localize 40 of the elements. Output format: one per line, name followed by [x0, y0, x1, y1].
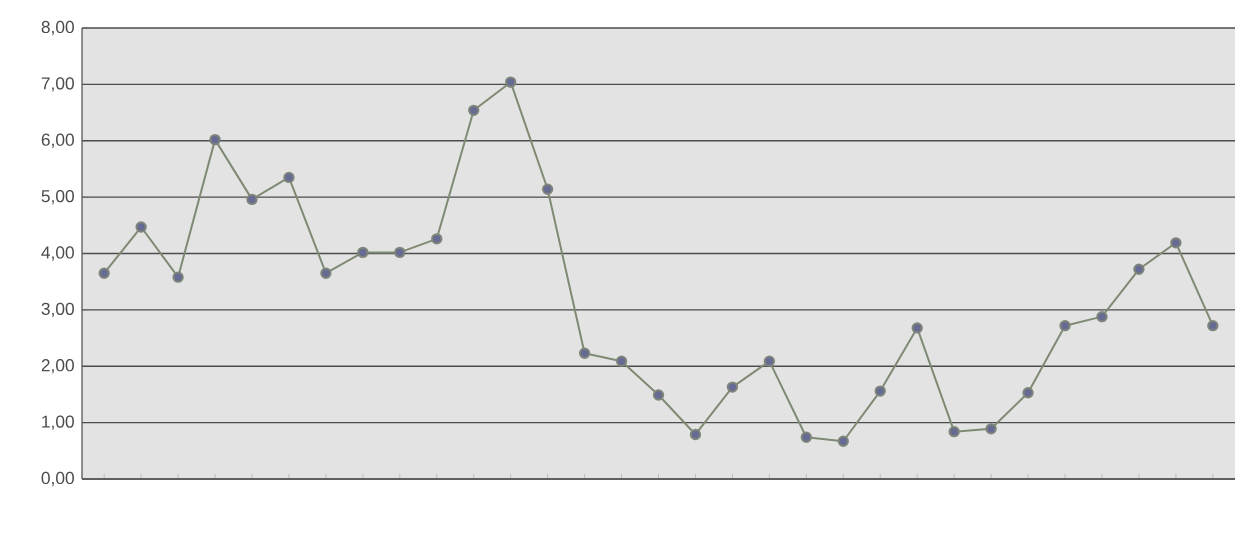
y-tick-label: 8,00 — [41, 20, 74, 36]
point — [541, 183, 554, 195]
y-tick-label: 4,00 — [41, 246, 74, 261]
point — [431, 233, 443, 245]
point — [209, 133, 221, 146]
y-tick-label: 0,00 — [41, 471, 74, 487]
point — [615, 355, 628, 367]
point — [726, 381, 739, 393]
y-tick-label: 3,00 — [41, 302, 74, 318]
point — [505, 76, 517, 88]
point — [763, 355, 776, 367]
point — [172, 271, 184, 283]
point — [1096, 310, 1108, 323]
point — [468, 104, 480, 116]
y-tick-label: 7,00 — [41, 77, 74, 92]
point — [837, 435, 849, 447]
point — [1059, 320, 1071, 332]
point — [246, 193, 258, 206]
point — [800, 431, 812, 443]
point — [874, 385, 886, 397]
point — [1207, 320, 1219, 332]
point — [578, 347, 591, 359]
point — [320, 267, 332, 279]
point — [948, 425, 960, 438]
point — [394, 246, 406, 259]
point — [1170, 237, 1182, 249]
point — [689, 428, 702, 441]
point — [135, 221, 147, 233]
y-tick-label: 1,00 — [42, 415, 74, 430]
point — [985, 423, 997, 435]
point — [1022, 387, 1034, 399]
y-tick-label: 6,00 — [41, 133, 74, 148]
point — [283, 171, 295, 184]
point — [911, 322, 923, 334]
point — [357, 246, 369, 259]
y-tick-label: 2,00 — [41, 359, 74, 374]
point — [652, 389, 665, 401]
y-tick-label: 5,00 — [41, 189, 74, 205]
point — [98, 267, 110, 279]
point — [1133, 263, 1145, 275]
